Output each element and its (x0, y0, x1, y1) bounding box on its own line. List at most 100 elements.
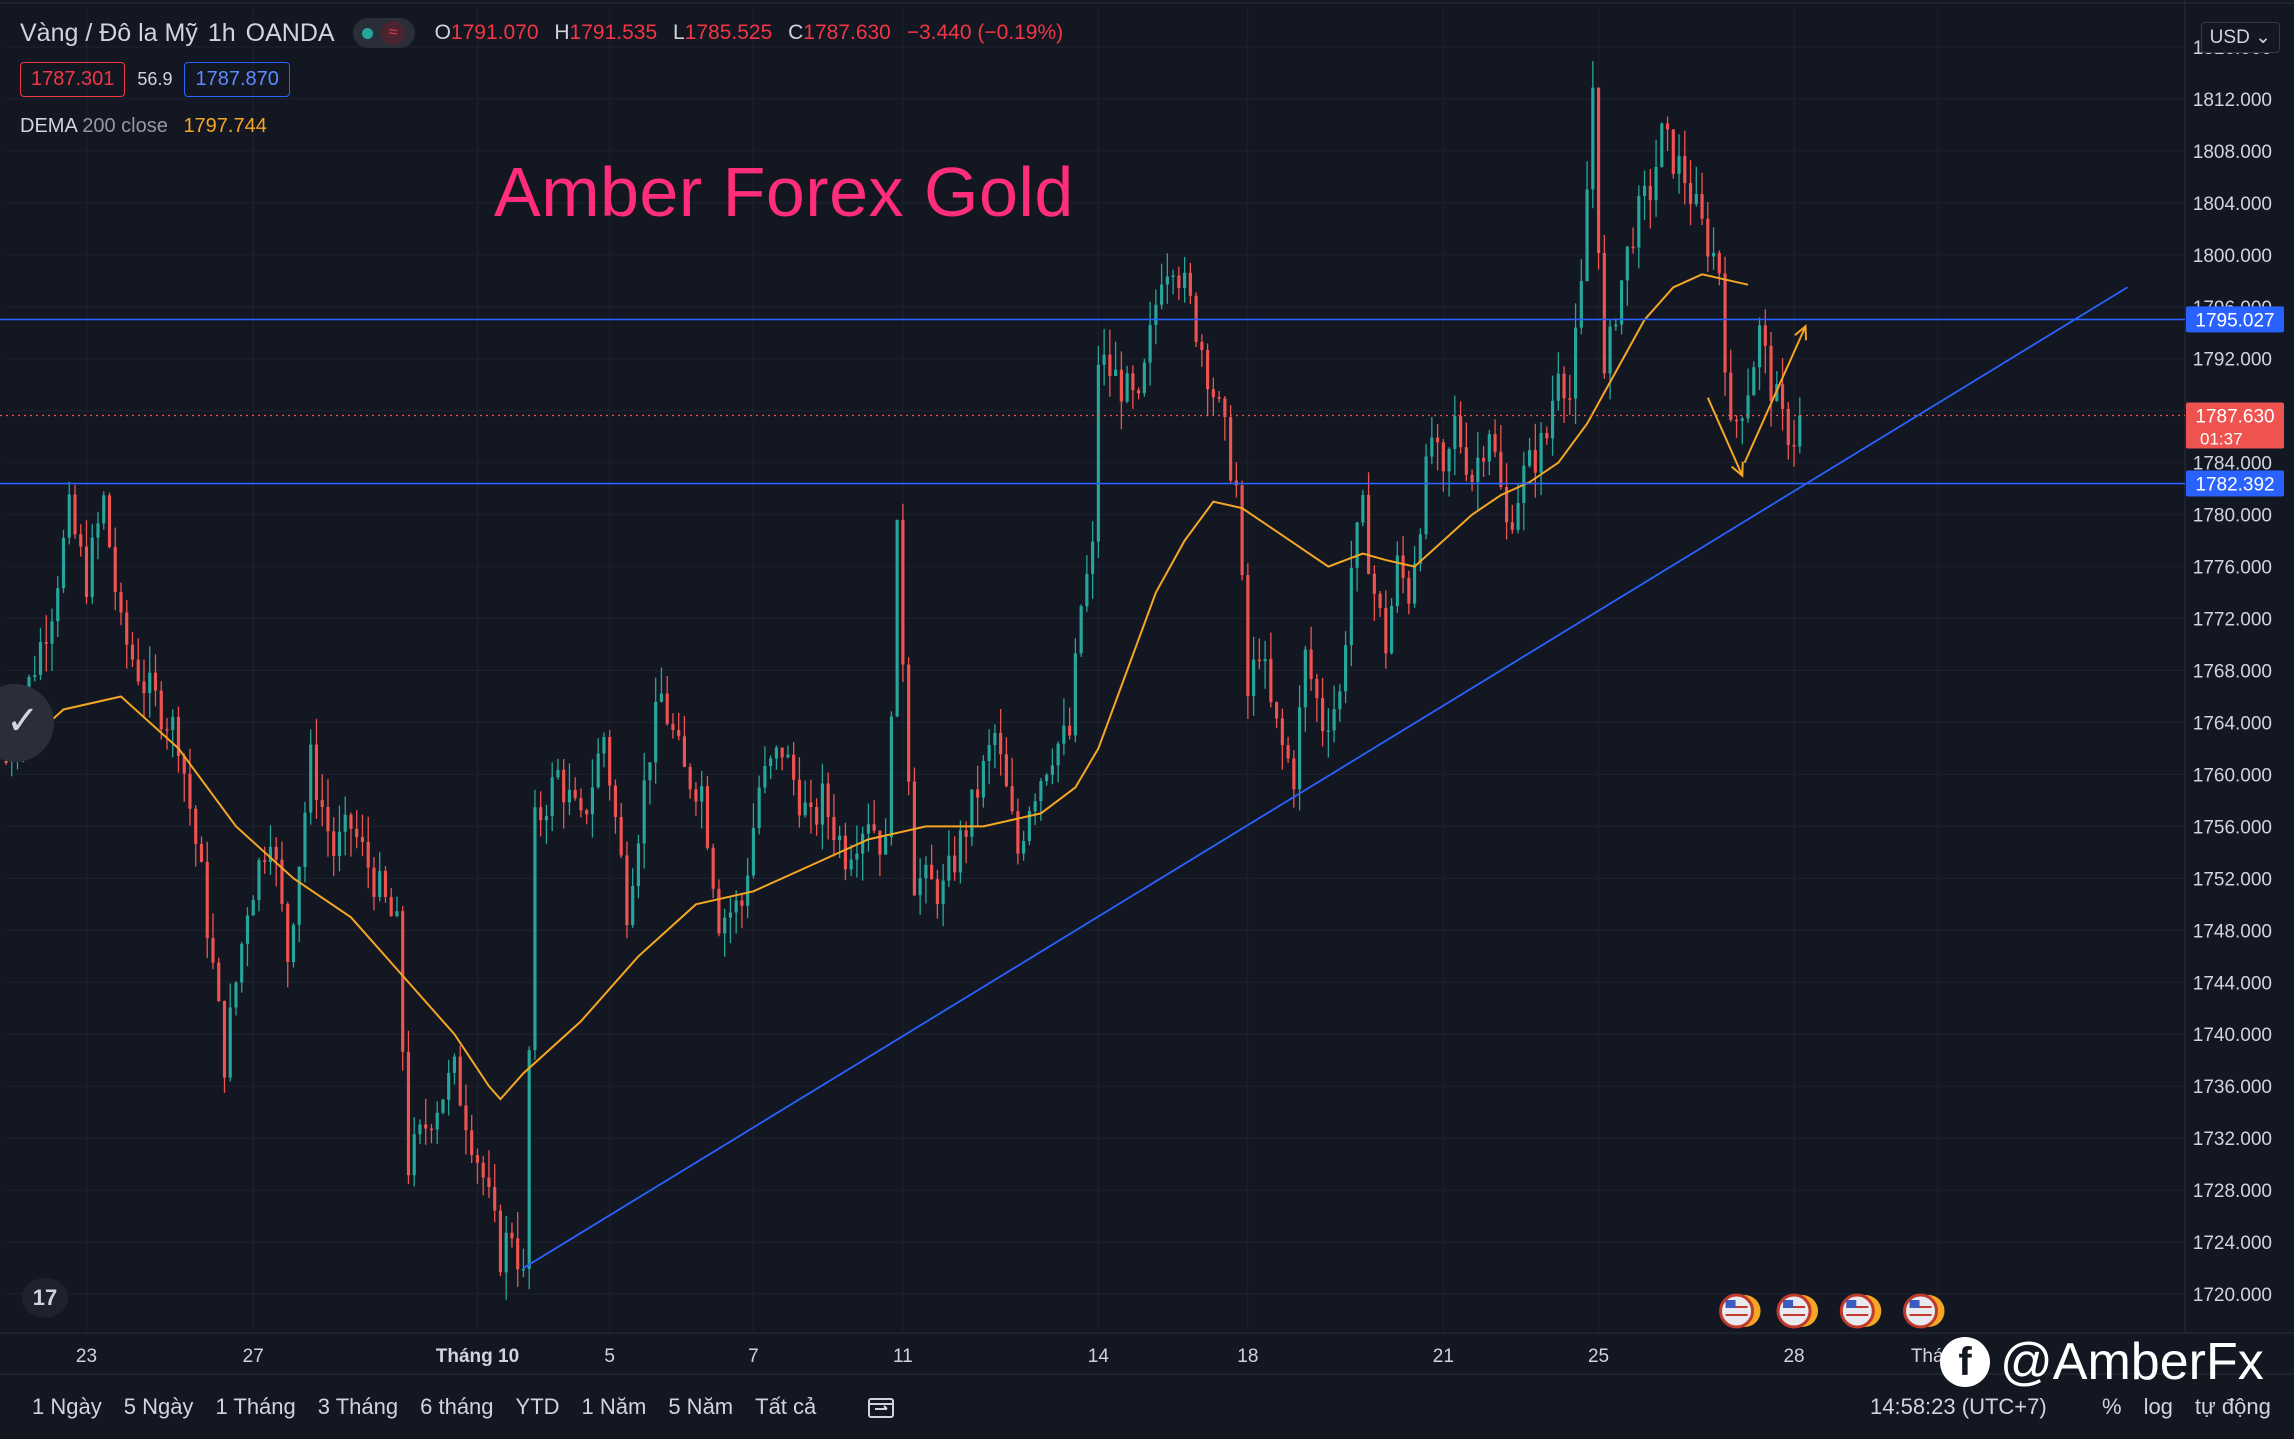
candle-body (234, 982, 238, 1008)
candle-body (481, 1162, 485, 1178)
buy-button[interactable]: 1787.870 (184, 62, 290, 97)
candle-body (176, 716, 181, 756)
candle-body (567, 789, 572, 803)
candle-body (4, 761, 8, 763)
candle-body (711, 847, 715, 889)
candle-body (654, 701, 658, 763)
symbol-name[interactable]: Vàng / Đô la Mỹ (20, 18, 198, 47)
high-value: 1791.535 (569, 21, 658, 44)
candle-body (418, 1124, 422, 1135)
range-button[interactable]: YTD (515, 1393, 560, 1419)
tradingview-logo-icon[interactable]: 17 (22, 1278, 68, 1318)
ohlc-values: O1791.070 H1791.535 L1785.525 C1787.630 … (435, 21, 1074, 45)
candle-body (671, 723, 675, 731)
candle-body (1056, 743, 1060, 766)
candle-body (1177, 275, 1181, 288)
facebook-icon: f (1940, 1337, 1990, 1387)
candle-body (1096, 364, 1100, 542)
candle-body (84, 546, 89, 598)
candle-body (1545, 432, 1549, 439)
candle-body (1188, 272, 1192, 296)
candle-body (924, 864, 928, 879)
candle-body (1562, 373, 1566, 399)
open-label: O (434, 21, 451, 44)
support-price-tag: 1782.392 (2195, 475, 2274, 496)
candle-body (1459, 416, 1463, 448)
range-button[interactable]: 6 tháng (420, 1393, 494, 1419)
candle-body (717, 888, 721, 934)
candle-body (803, 802, 807, 816)
candle-body (1527, 450, 1532, 466)
flag-canton (1783, 1300, 1794, 1308)
candle-body (1573, 327, 1578, 399)
sell-button[interactable]: 1787.301 (20, 62, 126, 97)
range-button[interactable]: 1 Ngày (32, 1393, 102, 1419)
range-button[interactable]: 1 Năm (581, 1393, 647, 1419)
candle-body (941, 880, 945, 905)
low-value: 1785.525 (684, 21, 773, 44)
x-tick-label: Tháng 10 (436, 1346, 519, 1367)
candle-body (1355, 522, 1359, 568)
candle-body (1131, 373, 1135, 391)
watermark: f @AmberFx (1940, 1332, 2264, 1392)
candle-body (67, 494, 71, 538)
candle-body (1757, 325, 1762, 368)
candle-body (849, 859, 853, 870)
y-tick-label: 1776.000 (2193, 558, 2272, 579)
candle-body (343, 814, 347, 832)
x-tick-label: 21 (1433, 1346, 1454, 1367)
candle-body (96, 523, 100, 538)
candle-body (1453, 416, 1457, 449)
candle-body (1085, 573, 1089, 607)
candle-body (1039, 781, 1043, 802)
candle-body (947, 855, 951, 881)
us-flag-icon (1719, 1293, 1755, 1329)
candle-body (38, 642, 43, 676)
candle-body (1321, 698, 1325, 732)
range-button[interactable]: Tất cả (755, 1393, 817, 1419)
candle-body (953, 855, 957, 873)
interval-label[interactable]: 1h (207, 18, 236, 47)
candle-body (723, 917, 727, 934)
indicator-legend[interactable]: DEMA 200 close 1797.744 (20, 115, 267, 138)
candle-body (1148, 324, 1152, 363)
range-button[interactable]: 5 Năm (668, 1393, 734, 1419)
projection-arrow-up (1743, 325, 1807, 464)
candle-body (1344, 645, 1348, 692)
x-tick-label: 18 (1237, 1346, 1258, 1367)
candle-body (826, 783, 830, 817)
candle-body (401, 911, 405, 1052)
auto-scale-toggle[interactable]: tự động (2194, 1394, 2271, 1419)
y-tick-label: 1812.000 (2193, 90, 2272, 111)
status-pill[interactable]: ≈ (352, 18, 415, 48)
calendar-range-icon[interactable] (868, 1396, 895, 1418)
candle-body (1401, 555, 1405, 578)
candle-body (153, 672, 158, 691)
y-tick-label: 1768.000 (2193, 662, 2272, 683)
y-tick-label: 1792.000 (2193, 350, 2272, 371)
range-button[interactable]: 3 Tháng (317, 1393, 399, 1419)
currency-menu[interactable]: USD ⌄ (2200, 22, 2280, 53)
candle-body (1792, 445, 1796, 447)
candle-body (1579, 281, 1583, 328)
indicator-name: DEMA (20, 115, 77, 137)
last-price-tag: 1787.630 (2195, 407, 2274, 428)
range-button[interactable]: 5 Ngày (123, 1393, 194, 1419)
x-tick-label: 11 (893, 1346, 913, 1367)
clock-display[interactable]: 14:58:23 (UTC+7) (1870, 1394, 2047, 1419)
candle-body (1642, 185, 1647, 196)
percent-toggle[interactable]: % (2102, 1394, 2122, 1419)
candle-body (1309, 649, 1313, 679)
candle-body (935, 879, 939, 905)
candle-body (1280, 718, 1284, 746)
candle-body (1171, 275, 1175, 277)
candle-body (245, 915, 250, 944)
candle-body (619, 817, 623, 856)
candle-body (1470, 474, 1474, 482)
y-tick-label: 1804.000 (2193, 194, 2272, 215)
candle-body (1206, 349, 1210, 390)
log-toggle[interactable]: log (2143, 1394, 2173, 1419)
scale-options: % log tự động (2102, 1394, 2271, 1420)
range-button[interactable]: 1 Tháng (215, 1393, 296, 1419)
